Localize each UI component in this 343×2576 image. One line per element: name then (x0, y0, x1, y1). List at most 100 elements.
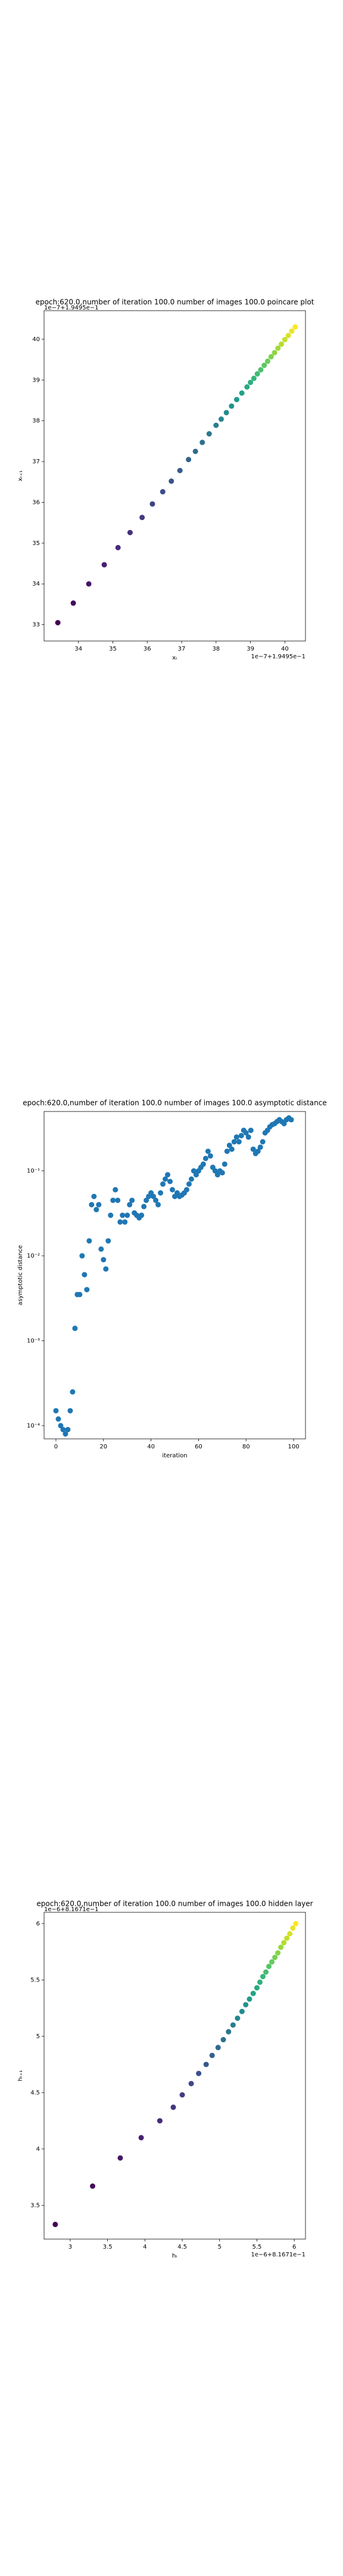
point (254, 1985, 260, 1991)
y-axis-label: asymptotic distance (17, 1245, 24, 1305)
point (155, 1202, 161, 1208)
point (139, 1212, 145, 1218)
y-tick-label: 6 (36, 1921, 40, 1927)
point (233, 1134, 239, 1140)
point (235, 2015, 241, 2021)
point (239, 2008, 245, 2014)
point (163, 1176, 169, 1182)
y-tick-label: 36 (32, 499, 40, 506)
y-tick-label: 3.5 (30, 2202, 40, 2209)
point (72, 1326, 78, 1332)
y-tick-label: 35 (32, 540, 40, 547)
point (275, 1950, 281, 1956)
point (250, 1146, 256, 1152)
point (260, 1974, 266, 1980)
point (82, 1272, 88, 1278)
point (206, 431, 212, 437)
point (103, 1266, 109, 1272)
y-offset-label: 1e−6+8.1671e−1 (44, 1906, 99, 1913)
plot-area (43, 1111, 306, 1439)
y-tick-label: 10⁻⁴ (27, 1423, 40, 1429)
point (224, 1148, 230, 1154)
point (158, 1190, 164, 1196)
point (90, 2183, 96, 2189)
y-tick-label: 4 (36, 2146, 40, 2153)
point (292, 324, 298, 330)
point (86, 1238, 92, 1244)
y-offset-label: 1e−7+1.9495e−1 (44, 305, 99, 311)
point (60, 1426, 66, 1432)
point (70, 600, 76, 606)
point (272, 349, 277, 355)
y-tick-label: 34 (32, 581, 40, 587)
point (243, 1130, 249, 1136)
point (139, 515, 145, 521)
point (193, 1172, 199, 1178)
point (110, 1197, 116, 1203)
x-tick-label: 40 (281, 646, 289, 652)
point (144, 1197, 149, 1203)
x-tick-label: 5 (218, 2244, 222, 2250)
point (170, 2104, 176, 2110)
point (269, 1959, 275, 1965)
point (91, 1193, 97, 1199)
point (261, 363, 267, 369)
point (63, 1431, 68, 1437)
point (231, 1139, 237, 1145)
point (67, 1408, 73, 1414)
point (165, 1172, 171, 1178)
point (79, 1253, 85, 1259)
x-tick-label: 60 (195, 1444, 202, 1450)
y-tick-label: 40 (32, 336, 40, 343)
point (239, 390, 245, 396)
x-tick-label: 35 (109, 646, 117, 652)
point (77, 1292, 83, 1298)
y-tick-label: 5 (36, 2033, 40, 2040)
point (157, 2118, 163, 2124)
point (238, 1132, 244, 1138)
point (207, 1153, 213, 1159)
point (127, 1202, 133, 1208)
y-tick-label: 10⁻³ (27, 1337, 40, 1344)
x-tick-label: 4.5 (177, 2244, 187, 2250)
point (186, 1181, 192, 1187)
point (86, 581, 92, 587)
point (257, 1144, 263, 1150)
x-axis-label: xₜ (172, 655, 177, 661)
point (251, 376, 257, 382)
point (214, 1172, 220, 1178)
point (96, 1202, 102, 1208)
point (129, 1197, 135, 1203)
point (53, 1408, 59, 1414)
point (153, 1197, 159, 1203)
point (255, 1148, 261, 1154)
y-tick-label: 10⁻² (27, 1253, 40, 1259)
point (101, 1257, 107, 1263)
point (120, 1212, 126, 1218)
point (192, 448, 198, 454)
point (248, 379, 254, 385)
point (230, 2022, 236, 2028)
point (281, 1120, 287, 1126)
point (272, 1955, 278, 1961)
point (285, 333, 291, 339)
x-axis-label: hₜ (172, 2253, 177, 2259)
point (105, 1238, 111, 1244)
point (151, 1193, 157, 1199)
point (170, 1187, 176, 1193)
point (289, 328, 295, 334)
point (247, 1996, 252, 2002)
point (212, 1168, 218, 1174)
point (213, 422, 219, 428)
point (70, 1389, 76, 1395)
point (279, 341, 285, 347)
point (124, 1212, 130, 1218)
point (245, 1134, 251, 1140)
point (281, 1940, 287, 1946)
chart-title: epoch:620.0,number of iteration 100.0 nu… (36, 298, 314, 306)
point (219, 1170, 225, 1176)
point (55, 1416, 61, 1422)
point (160, 1181, 166, 1187)
point (108, 1212, 114, 1218)
